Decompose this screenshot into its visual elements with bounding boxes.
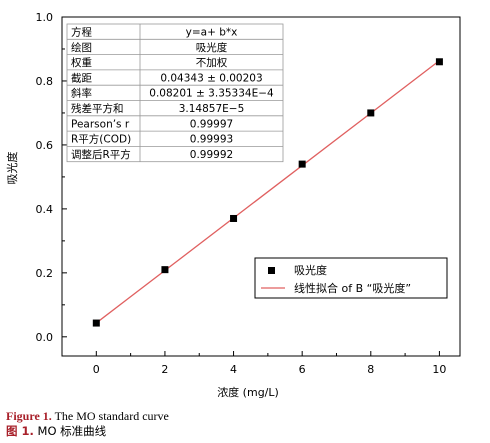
stats-row-label: 权重: [71, 56, 92, 69]
caption-label-zh: 图 1.: [6, 424, 34, 438]
data-point: [298, 160, 306, 168]
y-axis-label: 吸光度: [5, 152, 19, 185]
legend-scatter-label: 吸光度: [294, 263, 327, 277]
stats-row-value: 0.99992: [190, 149, 233, 161]
stats-row-value: 不加权: [196, 56, 228, 69]
y-tick-label: 1.0: [36, 11, 54, 24]
stats-table-frame: [66, 23, 284, 163]
data-point: [367, 109, 375, 117]
x-tick-label: 0: [93, 363, 100, 376]
figure-caption-en: Figure 1. The MO standard curve: [6, 409, 169, 423]
calibration-chart: 0 2 4 6 8 100.00.20.40.60.81.0 方程 y=a+ b*x绘图 吸光…: [5, 11, 461, 399]
stats-row-label: 斜率: [71, 87, 92, 100]
stats-row-value: 0.99993: [190, 134, 233, 146]
legend-scatter-marker: [268, 267, 275, 274]
stats-row-value: 吸光度: [196, 41, 228, 54]
data-point: [92, 319, 100, 327]
stats-row-value: 0.99997: [190, 118, 233, 130]
x-tick-label: 2: [161, 363, 168, 376]
legend-fit-label: 线性拟合 of B “吸光度”: [294, 281, 411, 295]
y-tick-label: 0.8: [36, 75, 54, 88]
data-point: [230, 214, 238, 222]
stats-row-label: 调整后R平方: [71, 148, 131, 161]
stats-row-label: R平方(COD): [71, 133, 131, 146]
stats-row-value: y=a+ b*x: [186, 27, 238, 39]
y-tick-label: 0.6: [36, 139, 54, 152]
x-tick-label: 10: [432, 363, 446, 376]
figure-caption-zh: 图 1. MO 标准曲线: [6, 424, 106, 438]
y-tick-label: 0.4: [36, 203, 54, 216]
legend-frame: [254, 257, 448, 299]
y-tick-label: 0.2: [36, 267, 54, 280]
data-point: [435, 58, 443, 66]
x-tick-label: 8: [367, 363, 374, 376]
stats-row-label: 截距: [71, 71, 92, 84]
linear-fit-line: [95, 60, 440, 324]
axis-ticks: 0 2 4 6 8 10 0.0 0.2 0.4 0.6 0.8 1.0: [36, 11, 447, 376]
y-tick-label: 0.0: [36, 331, 54, 344]
stats-row-value: 0.04343 ± 0.00203: [160, 72, 262, 84]
data-point: [161, 266, 169, 274]
stats-row-label: Pearson’s r: [71, 118, 130, 130]
scatter-points: [92, 58, 443, 327]
x-axis-label: 浓度 (mg/L): [217, 385, 279, 399]
caption-label-en: Figure 1.: [6, 409, 52, 423]
stats-row-value: 0.08201 ± 3.35334E−4: [149, 88, 274, 100]
x-tick-label: 6: [299, 363, 306, 376]
stats-row-label: 残差平方和: [71, 102, 124, 115]
plot-frame: [61, 16, 461, 357]
stats-row-value: 3.14857E−5: [179, 103, 245, 115]
stats-row-label: 方程: [71, 26, 92, 39]
x-tick-label: 4: [230, 363, 237, 376]
caption-text-en: The MO standard curve: [51, 409, 169, 423]
stats-row-label: 绘图: [71, 41, 92, 54]
caption-text-zh: MO 标准曲线: [33, 424, 107, 438]
